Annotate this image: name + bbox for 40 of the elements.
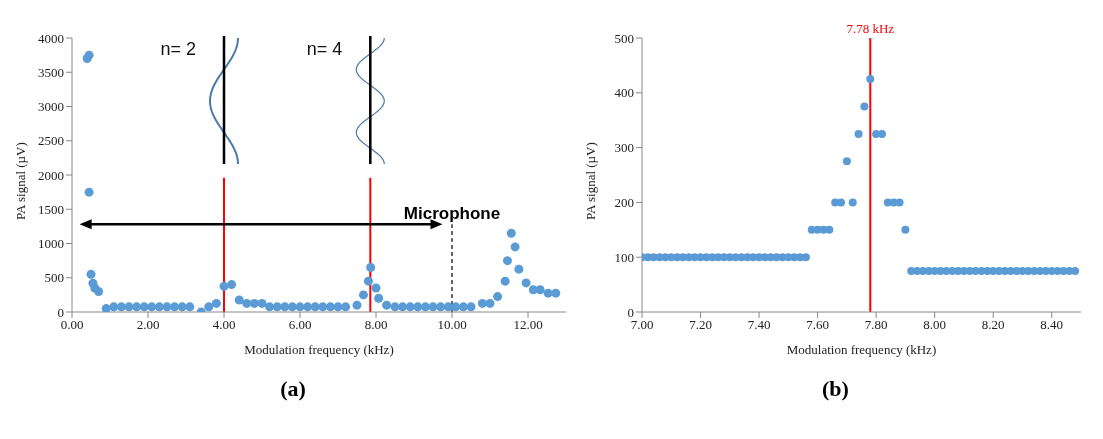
- x-tick-label: 0.00: [60, 317, 84, 333]
- x-tick-label: 7.40: [747, 317, 771, 333]
- y-tick-label: 500: [614, 30, 634, 46]
- y-tick-label: 0: [627, 304, 634, 320]
- x-tick-label: 4.00: [212, 317, 236, 333]
- y-tick-label: 3000: [38, 99, 64, 115]
- y-tick-label: 2500: [38, 133, 64, 149]
- x-tick-label: 8.40: [1040, 317, 1064, 333]
- x-tick-label: 7.20: [689, 317, 712, 333]
- y-axis-title: PA signal (µV): [12, 142, 28, 220]
- y-tick-label: 3500: [38, 64, 64, 80]
- x-tick-label: 10.00: [437, 317, 467, 333]
- x-tick-label: 8.20: [981, 317, 1005, 333]
- y-tick-label: 0: [57, 304, 64, 320]
- x-tick-label: 2.00: [136, 317, 160, 333]
- y-tick-label: 1500: [38, 201, 64, 217]
- y-tick-label: 200: [614, 195, 634, 211]
- y-tick-label: 2000: [38, 167, 64, 183]
- x-tick-label: 7.00: [630, 317, 654, 333]
- ref-line-label: Microphone: [403, 204, 501, 224]
- y-tick-label: 500: [44, 270, 64, 286]
- x-tick-label: 6.00: [288, 317, 312, 333]
- x-axis-title: Modulation frequency (kHz): [244, 342, 394, 357]
- text: (a): [279, 376, 307, 402]
- y-tick-label: 4000: [38, 30, 64, 46]
- annotation: n= 4: [306, 38, 343, 59]
- y-axis-title: PA signal (µV): [582, 142, 598, 220]
- ref-line-label: 7.78 kHz: [846, 21, 895, 36]
- x-tick-label: 7.80: [864, 317, 888, 333]
- y-tick-label: 300: [614, 140, 634, 156]
- y-tick-label: 400: [614, 85, 634, 101]
- x-tick-label: 12.00: [513, 317, 543, 333]
- x-tick-label: 8.00: [364, 317, 388, 333]
- y-tick-label: 100: [614, 249, 634, 265]
- x-axis-title: Modulation frequency (kHz): [786, 342, 937, 357]
- x-tick-label: 7.60: [806, 317, 829, 333]
- y-tick-label: 1000: [38, 236, 64, 252]
- text: (b): [821, 376, 850, 402]
- x-tick-label: 8.00: [923, 317, 947, 333]
- annotation: n= 2: [160, 38, 196, 59]
